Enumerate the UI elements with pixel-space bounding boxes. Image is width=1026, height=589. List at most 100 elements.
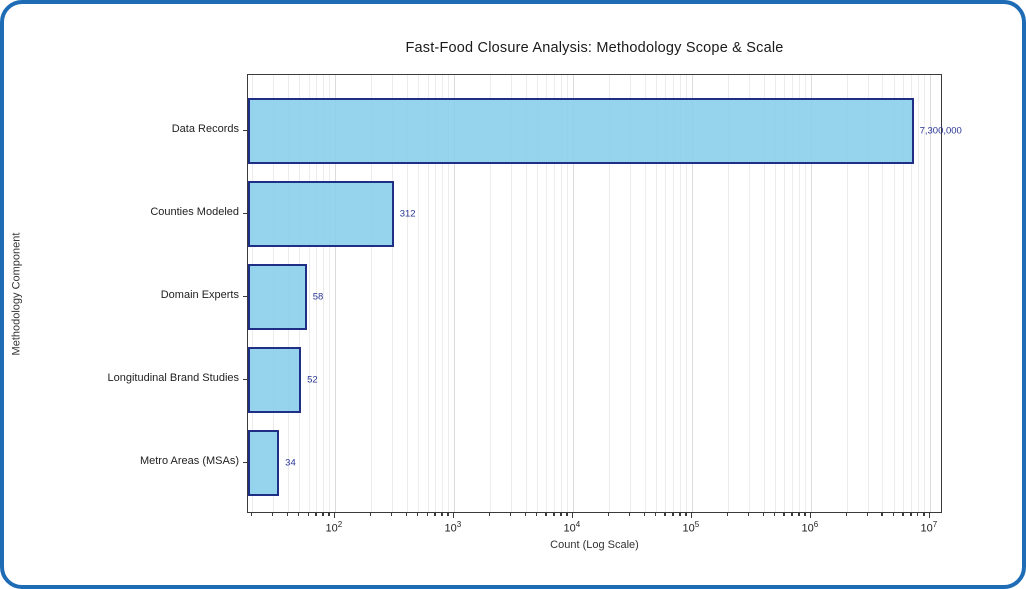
- x-tick-minor: [271, 513, 273, 516]
- x-tick-minor: [545, 513, 547, 516]
- x-tick-minor: [434, 513, 436, 516]
- gridline-minor: [406, 75, 408, 512]
- x-tick-minor: [643, 513, 645, 516]
- gridline-major: [929, 75, 931, 512]
- x-tick-major: [571, 513, 574, 518]
- gridline-minor: [673, 75, 675, 512]
- bar-value-label: 312: [399, 208, 416, 220]
- y-tick-mark: [243, 379, 247, 381]
- category-label: Domain Experts: [160, 289, 239, 301]
- bar-value-label: 58: [312, 291, 324, 303]
- gridline-minor: [510, 75, 512, 512]
- x-tick-label: 106: [801, 520, 819, 535]
- x-tick-minor: [902, 513, 904, 516]
- gridline-minor: [763, 75, 765, 512]
- x-tick-label: 104: [563, 520, 581, 535]
- x-tick-minor: [685, 513, 687, 516]
- x-tick-minor: [441, 513, 443, 516]
- x-tick-minor: [509, 513, 511, 516]
- gridline-minor: [784, 75, 786, 512]
- gridline-minor: [489, 75, 491, 512]
- x-tick-minor: [747, 513, 749, 516]
- bar-longitudinal-brand-studies: [248, 347, 302, 413]
- x-tick-minor: [893, 513, 895, 516]
- gridline-minor: [525, 75, 527, 512]
- gridline-major: [334, 75, 336, 512]
- x-tick-minor: [553, 513, 555, 516]
- bar-value-label: 34: [285, 457, 296, 469]
- gridline-major: [453, 75, 455, 512]
- x-tick-major: [333, 513, 336, 518]
- y-tick-mark: [243, 130, 247, 132]
- gridline-minor: [442, 75, 444, 512]
- x-tick-minor: [664, 513, 666, 516]
- y-tick-mark: [243, 296, 247, 298]
- x-tick-minor: [804, 513, 806, 516]
- x-tick-minor: [762, 513, 764, 516]
- gridline-minor: [656, 75, 658, 512]
- gridline-minor: [846, 75, 848, 512]
- chart-title: Fast-Food Closure Analysis: Methodology …: [405, 40, 784, 56]
- gridline-minor: [391, 75, 393, 512]
- x-tick-minor: [881, 513, 883, 516]
- gridline-minor: [924, 75, 926, 512]
- x-tick-minor: [798, 513, 800, 516]
- x-tick-minor: [536, 513, 538, 516]
- x-tick-minor: [774, 513, 776, 516]
- x-tick-minor: [726, 513, 728, 516]
- x-tick-minor: [866, 513, 868, 516]
- gridline-minor: [903, 75, 905, 512]
- x-tick-minor: [628, 513, 630, 516]
- x-tick-minor: [405, 513, 407, 516]
- gridline-major: [691, 75, 693, 512]
- plot-area: 7,300,000 312 58 52 34: [247, 74, 962, 513]
- gridline-minor: [629, 75, 631, 512]
- x-tick-minor: [672, 513, 674, 516]
- x-tick-major: [690, 513, 693, 518]
- gridline-minor: [370, 75, 372, 512]
- x-tick-minor: [524, 513, 526, 516]
- x-tick-minor: [390, 513, 392, 516]
- category-label: Counties Modeled: [150, 206, 239, 218]
- x-tick-minor: [417, 513, 419, 516]
- gridline-minor: [537, 75, 539, 512]
- gridline-minor: [799, 75, 801, 512]
- gridline-minor: [608, 75, 610, 512]
- bar-domain-experts: [248, 264, 307, 330]
- y-tick-mark: [243, 462, 247, 464]
- gridline-minor: [882, 75, 884, 512]
- gridline-minor: [554, 75, 556, 512]
- x-axis-label: Count (Log Scale): [550, 539, 639, 551]
- bar-metro-areas-msas-: [248, 430, 280, 496]
- gridline-minor: [894, 75, 896, 512]
- gridline-minor: [805, 75, 807, 512]
- gridline-minor: [644, 75, 646, 512]
- x-tick-minor: [910, 513, 912, 516]
- x-tick-minor: [679, 513, 681, 516]
- bar-counties-modeled: [248, 181, 394, 247]
- x-tick-label: 102: [325, 520, 343, 535]
- x-tick-minor: [250, 513, 252, 516]
- x-tick-minor: [923, 513, 925, 516]
- x-tick-minor: [328, 513, 330, 516]
- gridline-minor: [546, 75, 548, 512]
- x-tick-major: [452, 513, 455, 518]
- gridline-minor: [918, 75, 920, 512]
- gridline-minor: [427, 75, 429, 512]
- y-axis-label: Methodology Component: [4, 74, 28, 513]
- x-tick-major: [809, 513, 812, 518]
- gridline-minor: [686, 75, 688, 512]
- x-tick-major: [928, 513, 931, 518]
- gridline-minor: [308, 75, 310, 512]
- gridline-minor: [448, 75, 450, 512]
- gridline-minor: [561, 75, 563, 512]
- category-label: Metro Areas (MSAs): [139, 455, 239, 467]
- x-tick-minor: [369, 513, 371, 516]
- gridline-minor: [329, 75, 331, 512]
- gridline-minor: [418, 75, 420, 512]
- x-tick-minor: [783, 513, 785, 516]
- gridline-minor: [567, 75, 569, 512]
- gridline-minor: [680, 75, 682, 512]
- x-tick-minor: [655, 513, 657, 516]
